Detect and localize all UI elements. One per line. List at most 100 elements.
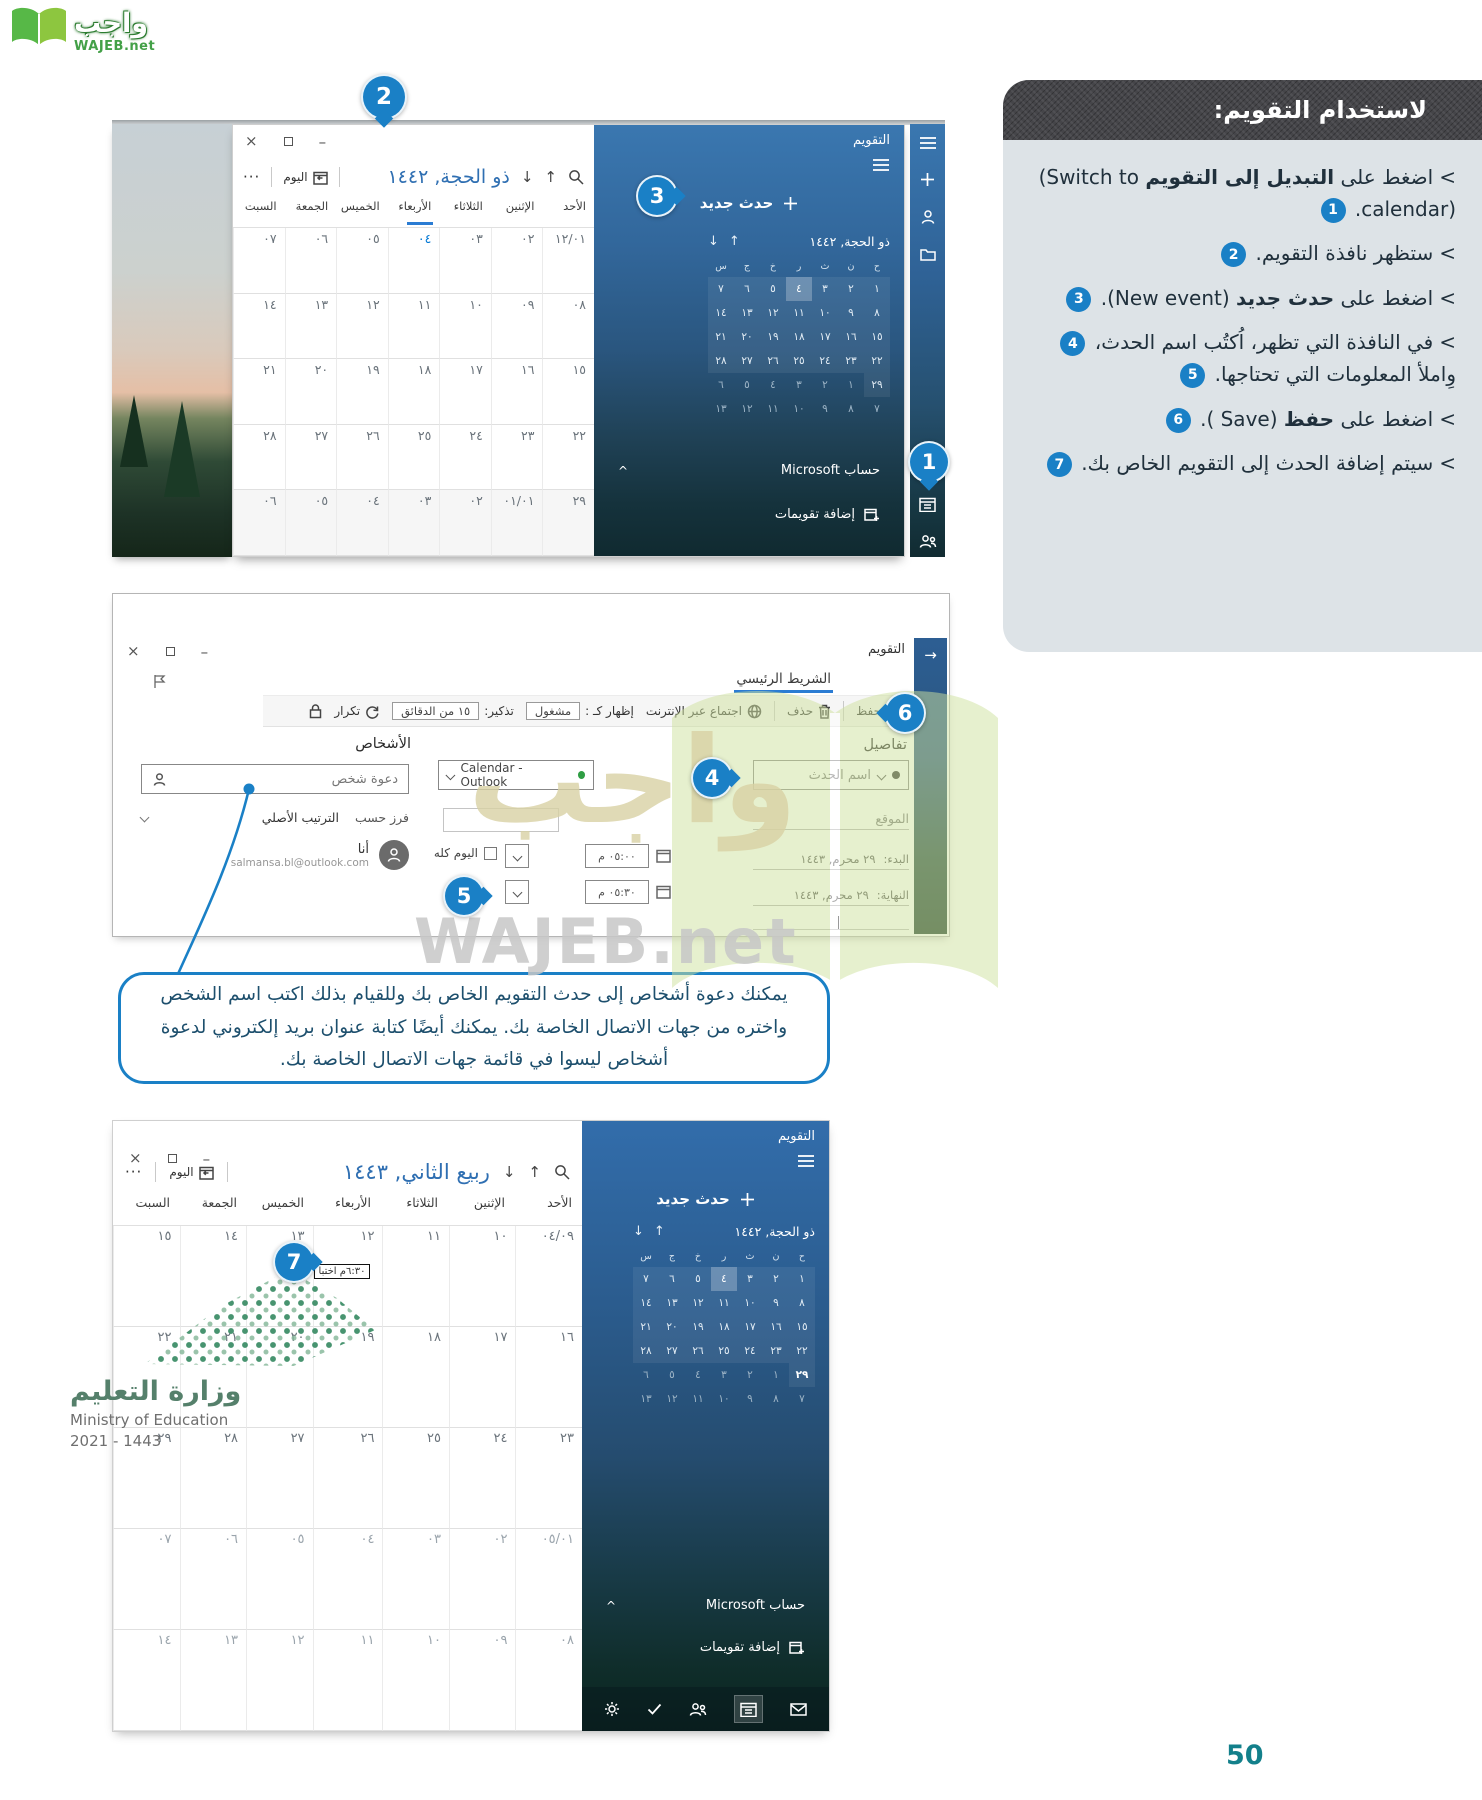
calendar-day-cell[interactable]: ١١ <box>382 1226 449 1327</box>
mini-day-cell[interactable]: ٧ <box>874 403 880 415</box>
mini-day-cell[interactable]: ١١ <box>786 301 812 325</box>
calendar-day-cell[interactable]: ٠٣ <box>382 1529 449 1630</box>
mini-day-cell[interactable]: ٢ <box>747 1369 753 1381</box>
mini-day-cell[interactable]: ٥ <box>685 1267 711 1291</box>
calendar-day-cell[interactable]: ١٤ <box>179 1226 247 1327</box>
end-time-dropdown[interactable] <box>505 880 529 904</box>
event-name-field[interactable]: اسم الحدث <box>753 760 909 790</box>
mini-day-cell[interactable]: ١١ <box>711 1291 737 1315</box>
accounts-icon[interactable] <box>920 209 936 225</box>
calendar-select-dropdown[interactable]: Calendar - Outlook <box>438 760 594 790</box>
people-icon[interactable] <box>919 534 937 549</box>
calendar-tab-selected[interactable] <box>734 1695 764 1723</box>
all-day-control[interactable]: اليوم كله <box>434 846 497 860</box>
calendar-day-cell[interactable]: ١٢ <box>246 1630 313 1731</box>
mini-day-cell[interactable]: ٨ <box>864 301 890 325</box>
mini-day-cell[interactable]: ٢٧ <box>734 349 760 373</box>
mini-prev-arrow[interactable]: ↑ <box>653 1224 665 1239</box>
calendar-day-cell[interactable]: ٢٤ <box>448 1428 516 1529</box>
mini-day-cell[interactable]: ٤ <box>711 1267 737 1291</box>
calendar-day-cell[interactable]: ١٤ <box>113 1630 180 1731</box>
tab-home-ribbon[interactable]: الشريط الرئيسي <box>734 671 833 693</box>
calendar-day-cell[interactable]: ٢٣ <box>515 1428 582 1529</box>
mini-day-cell[interactable]: ٧ <box>708 277 734 301</box>
calendar-day-cell[interactable]: ٢٦ <box>336 424 388 491</box>
mini-next-arrow[interactable]: ↓ <box>633 1224 644 1239</box>
mini-day-cell[interactable]: ٢٦ <box>760 349 786 373</box>
end-date-field[interactable]: النهاية: ٢٩ محرم, ١٤٤٣ <box>753 882 909 906</box>
mini-day-cell[interactable]: ١٤ <box>633 1291 659 1315</box>
mini-day-cell[interactable]: ٢٢ <box>864 349 890 373</box>
mini-day-cell[interactable]: ٢٠ <box>734 325 760 349</box>
calendar-day-cell[interactable]: ١٧ <box>448 1327 516 1428</box>
mini-day-cell[interactable]: ٢٤ <box>737 1339 763 1363</box>
mini-day-cell[interactable]: ٦ <box>718 379 724 391</box>
mini-day-cell[interactable]: ٩ <box>822 403 828 415</box>
mini-day-cell[interactable]: ٧ <box>633 1267 659 1291</box>
mini-day-cell[interactable]: ٢٥ <box>786 349 812 373</box>
location-field[interactable]: الموقع <box>753 804 909 830</box>
calendar-day-cell[interactable]: ٠٤ <box>387 228 440 294</box>
calendar-day-cell[interactable]: ٢٦ <box>312 1428 383 1529</box>
hamburger-menu[interactable] <box>582 1144 829 1168</box>
calendar-day-cell[interactable]: ٠٧ <box>113 1529 180 1630</box>
mini-day-cell[interactable]: ١٣ <box>734 301 760 325</box>
mini-day-cell[interactable]: ٥ <box>760 277 786 301</box>
date-picker-icon[interactable] <box>656 848 671 863</box>
mini-day-cell[interactable]: ١٥ <box>864 325 890 349</box>
calendar-day-cell[interactable]: ٢٥ <box>382 1428 449 1529</box>
mini-day-cell[interactable]: ٢٥ <box>711 1339 737 1363</box>
calendar-day-cell[interactable]: ٠٩ <box>490 293 543 360</box>
mini-day-cell[interactable]: ١ <box>773 1369 779 1381</box>
calendar-day-cell[interactable]: ١٧ <box>439 359 491 425</box>
mini-day-cell[interactable]: ٤ <box>770 379 776 391</box>
calendar-day-cell[interactable]: ٢٠ <box>246 1327 313 1428</box>
calendar-day-cell[interactable]: ١٩ <box>312 1327 383 1428</box>
start-time-dropdown[interactable] <box>505 844 529 868</box>
previous-month-arrow[interactable]: ↑ <box>528 1163 541 1181</box>
description-field[interactable] <box>753 916 909 930</box>
mail-icon[interactable] <box>790 1702 808 1716</box>
date-picker-icon[interactable] <box>656 884 671 899</box>
add-calendars-button[interactable]: إضافة تقويمات <box>594 507 904 522</box>
mini-day-cell[interactable]: ٦ <box>734 277 760 301</box>
mini-day-cell[interactable]: ١٠ <box>737 1291 763 1315</box>
private-button[interactable] <box>309 703 322 719</box>
mini-day-cell[interactable]: ١١ <box>692 1393 704 1405</box>
mini-next-arrow[interactable]: ↓ <box>708 234 719 249</box>
calendar-day-cell[interactable]: ٢٢ <box>113 1327 180 1428</box>
mini-day-cell[interactable]: ١٦ <box>838 325 864 349</box>
mini-day-cell[interactable]: ١٢ <box>685 1291 711 1315</box>
calendar-day-cell[interactable]: ١١ <box>312 1630 383 1731</box>
calendar-day-cell[interactable]: ٠٢ <box>439 490 491 556</box>
close-icon[interactable]: × <box>127 642 140 660</box>
mini-day-cell[interactable]: ٢١ <box>708 325 734 349</box>
mini-prev-arrow[interactable]: ↑ <box>728 234 740 249</box>
mini-day-cell[interactable]: ٦ <box>659 1267 685 1291</box>
mini-day-cell[interactable]: ٣ <box>737 1267 763 1291</box>
calendar-day-cell[interactable]: ١٤ <box>233 293 285 360</box>
maximize-icon[interactable] <box>165 647 175 656</box>
search-icon[interactable] <box>554 1164 570 1180</box>
calendar-day-cell[interactable]: ٢٠ <box>284 359 337 425</box>
new-item-icon[interactable] <box>920 172 935 187</box>
more-options-button[interactable]: ··· <box>243 168 261 186</box>
calendar-day-cell[interactable]: ١٠ <box>439 293 491 360</box>
mini-day-cell[interactable]: ١٢ <box>666 1393 678 1405</box>
calendar-day-cell[interactable]: ٠٥/٠١ <box>515 1529 582 1630</box>
mini-day-cell[interactable]: ٩ <box>763 1291 789 1315</box>
show-as-dropdown[interactable]: مشغول <box>525 702 581 720</box>
mini-day-cell[interactable]: ٢٠ <box>659 1315 685 1339</box>
hamburger-menu[interactable] <box>594 148 904 172</box>
new-event-button[interactable]: حدث جديد <box>582 1190 829 1208</box>
calendar-day-cell[interactable]: ٠٣ <box>439 228 491 294</box>
calendar-day-cell[interactable]: ٠٤/٠٩ <box>515 1226 582 1327</box>
next-month-arrow[interactable]: ↓ <box>502 1163 516 1181</box>
calendar-day-cell[interactable]: ٠٩ <box>448 1630 516 1731</box>
online-meeting-button[interactable]: اجتماع عبر الإنترنت <box>646 704 762 719</box>
mini-day-cell[interactable]: ٩ <box>838 301 864 325</box>
mini-day-cell[interactable]: ١٨ <box>786 325 812 349</box>
switch-to-calendar-icon[interactable] <box>919 496 936 512</box>
mini-day-cell[interactable]: ٢٧ <box>659 1339 685 1363</box>
calendar-day-cell[interactable]: ٢٨ <box>179 1428 247 1529</box>
